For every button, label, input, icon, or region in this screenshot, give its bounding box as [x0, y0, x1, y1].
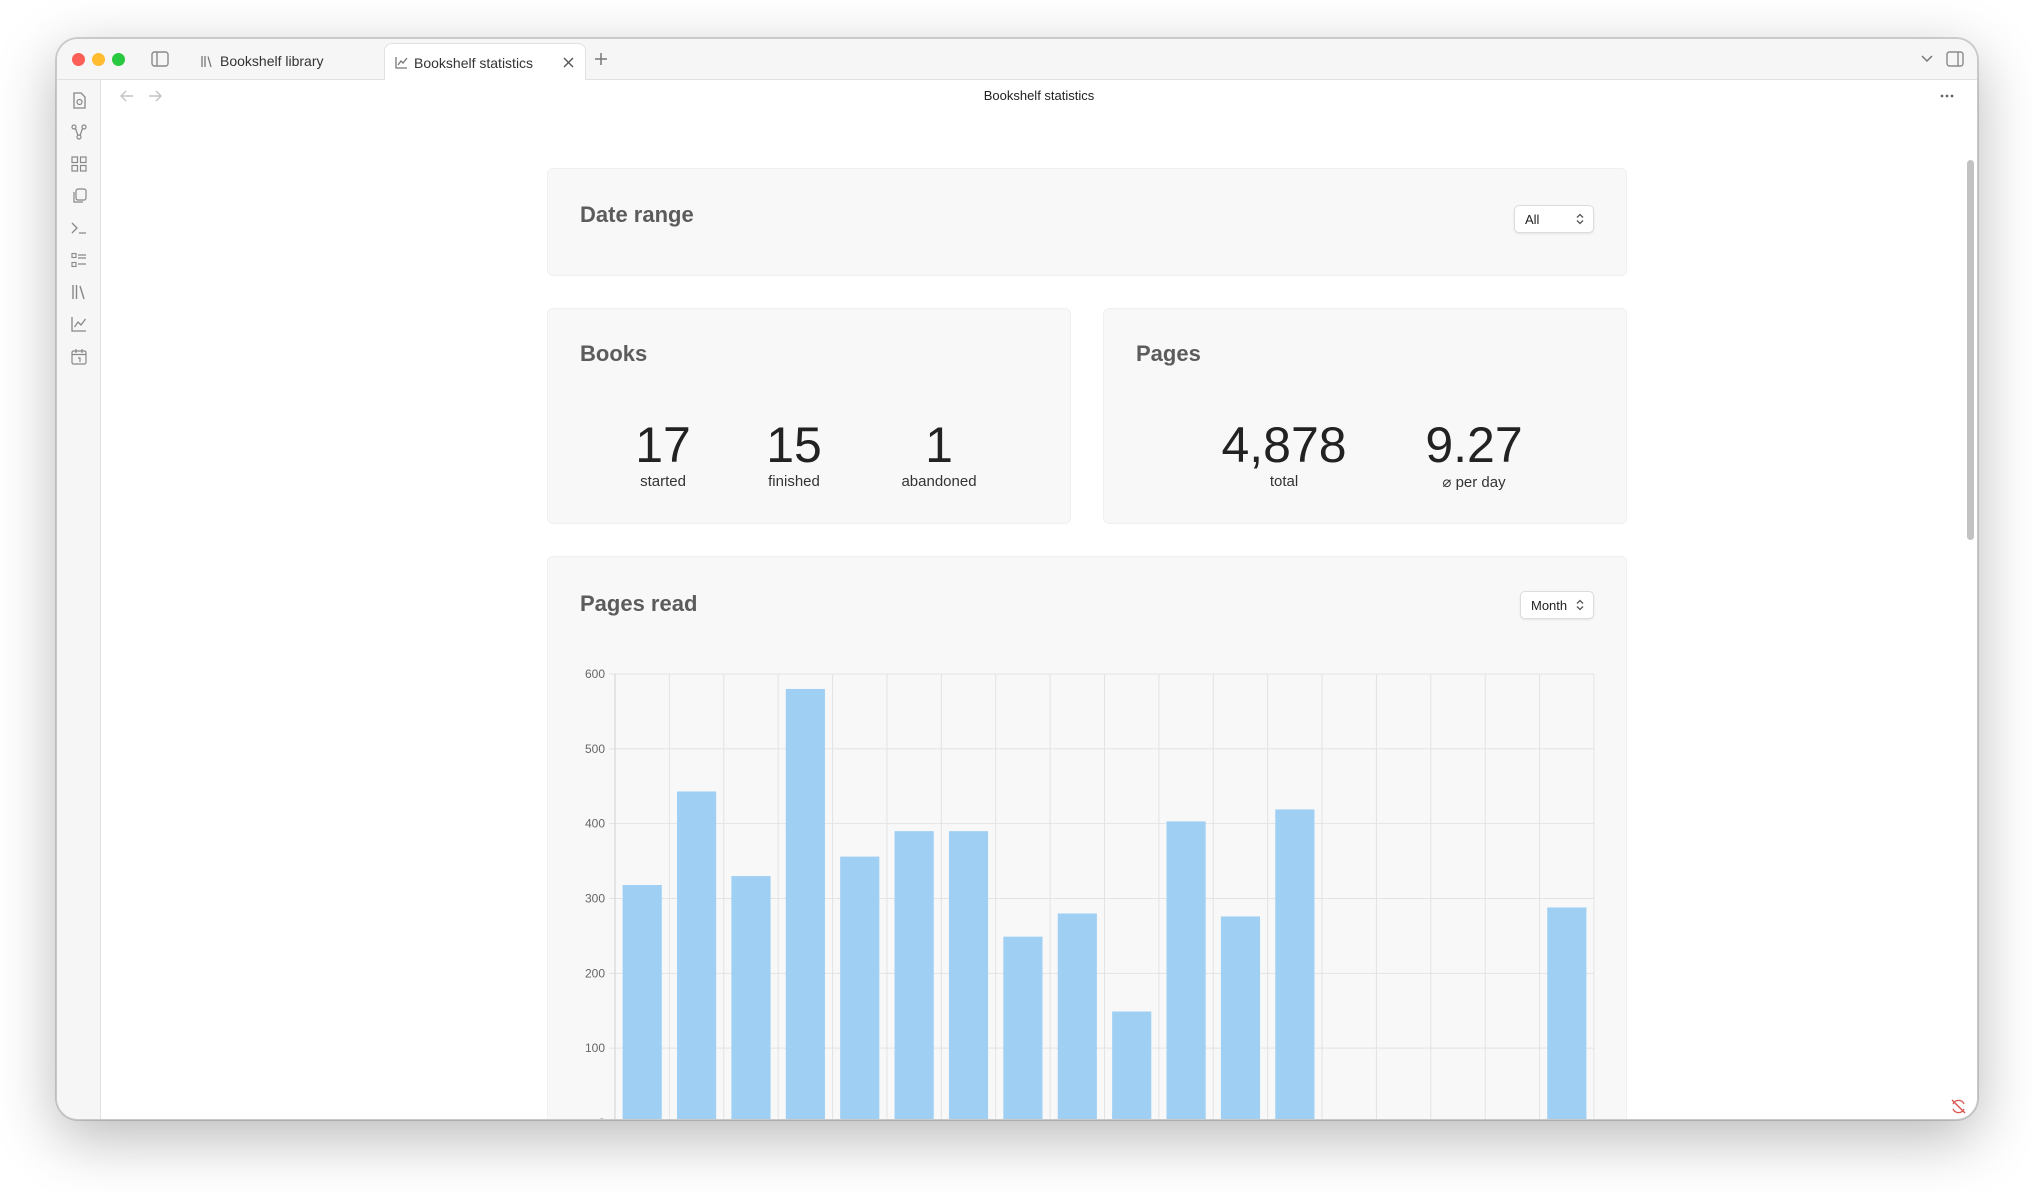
tab-bookshelf-library[interactable]: Bookshelf library	[191, 43, 381, 79]
stat-label: started	[640, 473, 686, 490]
file-icon[interactable]	[69, 90, 89, 110]
stat-value: 9.27	[1425, 417, 1523, 473]
bar-jan-2024	[622, 885, 662, 1119]
back-arrow-icon[interactable]	[119, 88, 135, 104]
tab-label: Bookshelf statistics	[414, 54, 534, 71]
books-started-stat: 17 started	[608, 419, 718, 490]
list-icon[interactable]	[69, 250, 89, 270]
library-icon	[201, 55, 214, 68]
zoom-window-button[interactable]	[112, 53, 125, 66]
pages-per-day-stat: 9.27 ⌀ per day	[1404, 419, 1544, 491]
date-range-title: Date range	[580, 202, 694, 227]
pages-read-period-select[interactable]: Month	[1520, 591, 1594, 619]
pages-total-stat: 4,878 total	[1204, 419, 1364, 490]
y-tick-label: 100	[585, 1041, 605, 1055]
calendar-icon[interactable]	[69, 346, 89, 366]
pages-title: Pages	[1136, 341, 1201, 366]
forward-arrow-icon[interactable]	[147, 88, 163, 104]
bar-apr-2024	[785, 688, 825, 1119]
bar-mar-2024	[731, 876, 771, 1119]
stat-value: 1	[925, 417, 953, 473]
tab-bookshelf-statistics[interactable]: Bookshelf statistics	[384, 43, 586, 81]
bar-jun-2024	[894, 831, 934, 1119]
scrollbar[interactable]	[1963, 80, 1977, 1119]
stat-value: 15	[766, 417, 822, 473]
chevron-down-icon[interactable]	[1919, 52, 1935, 66]
pages-card: Pages 4,878 total 9.27 ⌀ per day	[1103, 308, 1627, 524]
stat-value: 17	[635, 417, 691, 473]
bar-jun-2025	[1547, 907, 1587, 1119]
right-sidebar-toggle-icon[interactable]	[1945, 50, 1965, 68]
books-title: Books	[580, 341, 648, 366]
new-tab-icon[interactable]	[592, 50, 610, 68]
pages-read-title: Pages read	[580, 591, 698, 616]
y-tick-label: 0	[598, 1116, 605, 1120]
bar-feb-2024	[677, 791, 717, 1119]
books-card: Books 17 started 15 finished 1 abandoned	[547, 308, 1071, 524]
app-window: Bookshelf library Bookshelf statistics	[56, 38, 1978, 1120]
bar-nov-2024	[1166, 821, 1206, 1119]
period-select-value: Month	[1531, 597, 1568, 613]
bar-jul-2024	[948, 831, 989, 1119]
books-finished-stat: 15 finished	[739, 419, 849, 490]
bar-aug-2024	[1003, 936, 1043, 1119]
stat-label: abandoned	[901, 473, 977, 490]
bar-jan-2025	[1275, 809, 1315, 1119]
y-tick-label: 400	[585, 817, 605, 831]
more-options-icon[interactable]	[1937, 88, 1957, 104]
chart-icon[interactable]	[69, 314, 89, 334]
bar-may-2024	[840, 856, 880, 1119]
close-tab-icon[interactable]	[561, 55, 575, 69]
tab-label: Bookshelf library	[220, 53, 324, 69]
bar-sep-2024	[1057, 913, 1097, 1119]
select-chevron-icon	[1576, 599, 1584, 614]
select-chevron-icon	[1576, 213, 1584, 228]
bar-dec-2024	[1220, 916, 1261, 1119]
close-window-button[interactable]	[72, 53, 85, 66]
stat-label: finished	[768, 473, 820, 490]
bar-oct-2024	[1112, 1011, 1152, 1119]
copy-icon[interactable]	[69, 186, 89, 206]
sidebar-toggle-icon[interactable]	[150, 50, 170, 68]
grid-icon[interactable]	[69, 154, 89, 174]
date-range-card: Date range All	[547, 168, 1627, 276]
y-tick-label: 500	[585, 742, 605, 756]
library-icon[interactable]	[69, 282, 89, 302]
terminal-icon[interactable]	[69, 218, 89, 238]
chart-icon	[395, 56, 408, 69]
view-title: Bookshelf statistics	[983, 88, 1095, 103]
title-bar: Bookshelf library Bookshelf statistics	[57, 39, 1977, 81]
left-ribbon	[57, 80, 101, 1119]
main-content: Bookshelf statistics Date range All Book…	[101, 80, 1977, 1119]
graph-icon[interactable]	[69, 122, 89, 142]
stat-label: ⌀ per day	[1442, 474, 1506, 491]
minimize-window-button[interactable]	[92, 53, 105, 66]
sync-off-icon[interactable]	[1949, 1097, 1967, 1115]
date-range-select-value: All	[1525, 211, 1540, 227]
stat-label: total	[1269, 473, 1299, 490]
pages-read-card: Pages read Month 0 100 200 300 400 500 600 Jan …	[547, 556, 1627, 1120]
scrollbar-thumb[interactable]	[1967, 160, 1974, 540]
y-tick-label: 300	[585, 892, 605, 906]
books-abandoned-stat: 1 abandoned	[879, 419, 999, 490]
stat-value: 4,878	[1221, 417, 1347, 473]
y-tick-label: 600	[585, 667, 605, 681]
date-range-select[interactable]: All	[1514, 205, 1594, 233]
y-tick-label: 200	[585, 966, 605, 980]
